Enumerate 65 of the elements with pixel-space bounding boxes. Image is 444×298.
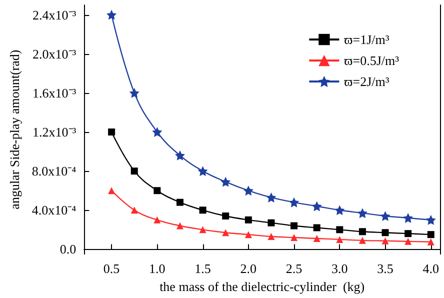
point	[382, 229, 389, 236]
point	[243, 186, 254, 196]
point	[336, 226, 344, 234]
point	[312, 201, 322, 212]
point	[129, 88, 140, 98]
x-tick-label: 3.5	[377, 261, 394, 276]
point	[334, 205, 345, 216]
y-tick-label: 2.4x10⁻³	[32, 7, 76, 22]
point	[426, 214, 436, 225]
point	[198, 166, 208, 176]
point	[268, 233, 275, 240]
point	[244, 216, 252, 224]
point	[154, 216, 161, 224]
point	[358, 236, 366, 244]
legend-label: ϖ=1J/m³	[344, 32, 390, 47]
point	[382, 237, 389, 244]
y-tick-label: 1.2x10⁻³	[32, 124, 76, 140]
point	[174, 150, 185, 160]
point	[427, 238, 434, 246]
legend-label: ϖ=2J/m³	[344, 74, 390, 89]
point	[380, 211, 390, 221]
y-tick-label: 1.6x10⁻³	[32, 85, 76, 100]
y-tick-label: 0.0	[60, 242, 76, 257]
point	[176, 222, 184, 230]
point	[313, 224, 320, 232]
x-tick-label: 2.5	[286, 261, 302, 276]
point	[266, 192, 276, 202]
x-tick-label: 1.5	[194, 261, 211, 276]
x-tick-label: 2.0	[240, 261, 257, 276]
point	[404, 230, 412, 238]
point	[404, 238, 412, 245]
x-tick-label: 1.0	[149, 261, 166, 276]
x-tick-label: 0.5	[103, 261, 120, 276]
point	[108, 128, 116, 136]
legend-label: ϖ=0.5J/m³	[344, 53, 400, 68]
point	[268, 219, 275, 226]
point	[130, 168, 138, 175]
point	[244, 231, 252, 238]
point	[108, 187, 116, 194]
point	[176, 198, 184, 206]
point	[154, 187, 161, 194]
point	[289, 197, 300, 208]
point	[199, 206, 206, 214]
y-tick-label: 2.0x10⁻³	[32, 46, 76, 62]
y-tick-label: 4.0x10⁻⁴	[32, 202, 77, 218]
point	[220, 176, 231, 187]
point	[290, 222, 298, 230]
point	[358, 228, 366, 236]
x-tick-label: 3.0	[332, 261, 348, 276]
point	[357, 208, 368, 218]
y-tick-label: 8.0x10⁻⁴	[32, 164, 77, 179]
point	[152, 126, 162, 137]
x-tick-label: 4.0	[422, 261, 439, 276]
point	[336, 236, 344, 243]
point	[199, 226, 206, 234]
point	[106, 10, 117, 20]
point	[403, 212, 414, 223]
y-axis-title: angular Side-play amount(rad)	[7, 50, 22, 210]
point	[313, 234, 320, 242]
x-axis-title: the mass of the dielectric-cylinder (kg)	[160, 279, 365, 294]
point	[290, 234, 298, 241]
point	[427, 231, 434, 238]
point	[222, 229, 230, 236]
point	[222, 212, 230, 220]
point	[130, 206, 138, 214]
